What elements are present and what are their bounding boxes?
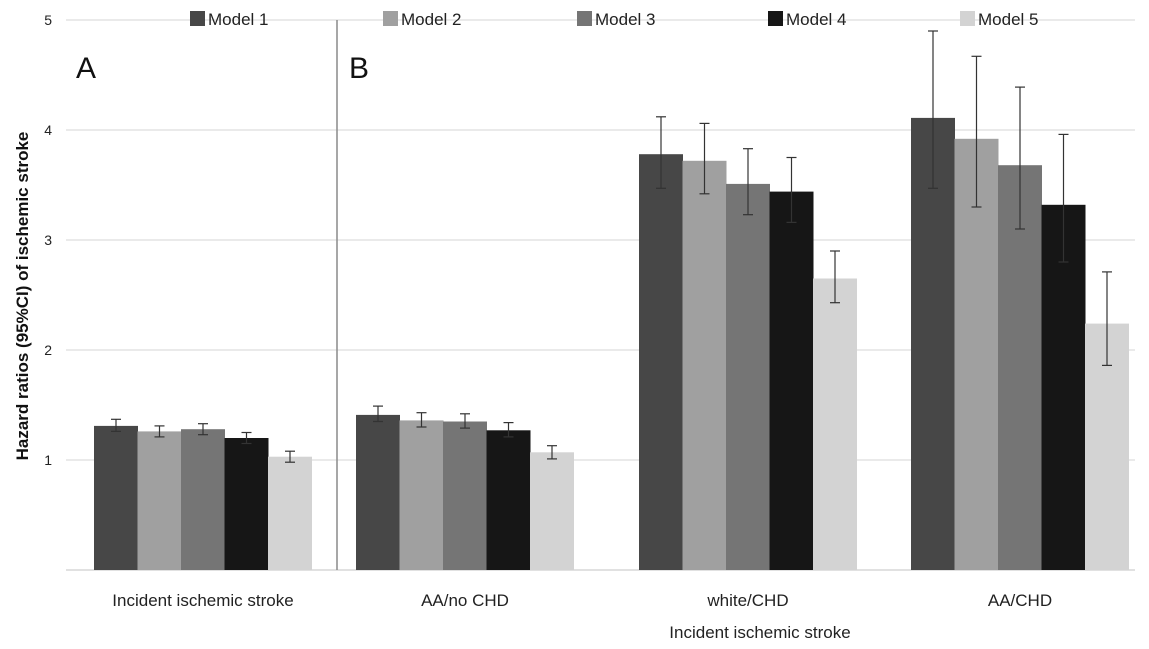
bar: [268, 456, 312, 570]
legend-swatch: [960, 11, 975, 26]
bar: [639, 154, 683, 570]
y-tick-label: 4: [44, 122, 52, 138]
bar: [813, 278, 857, 570]
category-label: AA/CHD: [988, 591, 1052, 610]
bar: [769, 191, 814, 570]
panel-label-b: B: [349, 52, 369, 85]
bar: [399, 420, 444, 570]
legend-label: Model 2: [401, 10, 461, 29]
category-label: white/CHD: [706, 591, 788, 610]
bar: [356, 414, 400, 570]
legend-swatch: [190, 11, 205, 26]
error-bars: [111, 30, 1112, 463]
legend-swatch: [768, 11, 783, 26]
bar: [911, 117, 955, 571]
bar: [726, 183, 770, 570]
legend-label: Model 3: [595, 10, 655, 29]
legend-label: Model 5: [978, 10, 1038, 29]
legend-label: Model 4: [786, 10, 846, 29]
bar: [998, 165, 1042, 570]
bar: [137, 431, 182, 570]
bar: [443, 421, 487, 570]
y-axis-title: Hazard ratios (95%CI) of ischemic stroke: [13, 132, 32, 461]
bars: [94, 117, 1129, 571]
category-label: AA/no CHD: [421, 591, 509, 610]
panel-label-a: A: [76, 52, 96, 85]
bar: [181, 429, 225, 570]
x-axis-title: Incident ischemic stroke: [669, 623, 850, 642]
y-tick-label: 3: [44, 232, 52, 248]
category-labels: Incident ischemic stroke AA/no CHD white/C…: [112, 591, 1052, 610]
legend-swatch: [577, 11, 592, 26]
y-tick-label: 2: [44, 342, 52, 358]
category-label: Incident ischemic stroke: [112, 591, 293, 610]
bar: [94, 425, 138, 570]
bar: [1041, 204, 1086, 571]
bar: [530, 452, 574, 570]
legend-swatch: [383, 11, 398, 26]
bar: [682, 160, 727, 571]
y-tick-label: 1: [44, 452, 52, 468]
legend: Model 1 Model 2 Model 3 Model 4 Model 5: [190, 10, 1038, 29]
bar: [224, 438, 269, 570]
y-tick-labels: 1 2 3 4 5: [44, 12, 52, 468]
y-tick-label: 5: [44, 12, 52, 28]
bar: [954, 138, 999, 571]
bar: [486, 430, 531, 570]
legend-label: Model 1: [208, 10, 268, 29]
